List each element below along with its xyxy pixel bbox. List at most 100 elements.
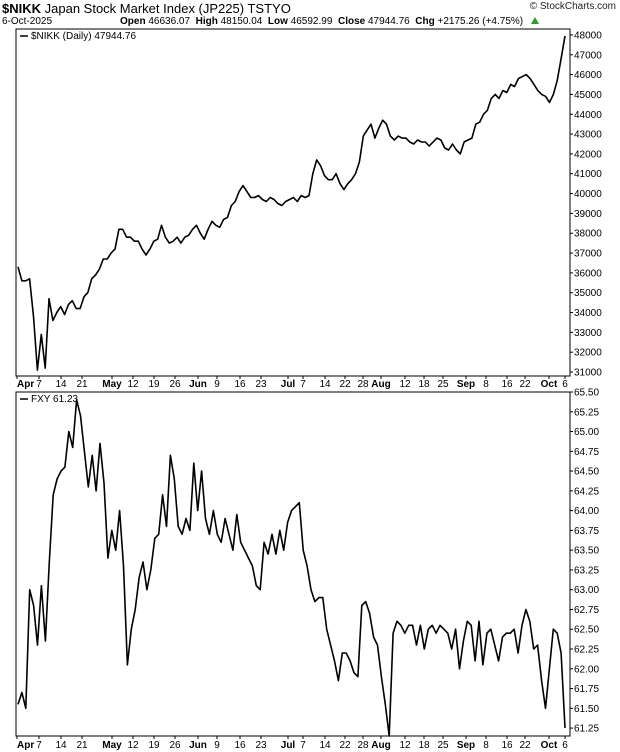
x-tick-label: 21	[76, 379, 88, 390]
chart-panel-1: 31000 32000 33000 34000 35000 36000 37000 38000…	[15, 28, 602, 390]
x-tick-label: 7	[300, 379, 306, 390]
y-tick-label: 37000	[574, 249, 602, 260]
x-tick-label: Sep	[457, 740, 475, 751]
x-tick-label: 6	[562, 740, 568, 751]
y-tick-label: 35000	[574, 288, 602, 299]
y-tick-label: 64.00	[574, 506, 599, 517]
close-label: Close	[337, 16, 366, 27]
x-tick-label: 7	[36, 740, 42, 751]
legend-label: $NIKK (Daily) 47944.76	[31, 31, 136, 42]
x-tick-label: Oct	[541, 379, 558, 390]
x-tick-label: 22	[519, 740, 531, 751]
close-value: 47944.76	[367, 16, 410, 27]
high-value: 48150.04	[220, 16, 263, 27]
y-tick-label: 64.25	[574, 486, 599, 497]
y-tick-label: 65.50	[574, 388, 599, 399]
chart-date: 6-Oct-2025	[2, 16, 53, 27]
y-tick-label: 34000	[574, 308, 602, 319]
x-tick-label: 6	[562, 379, 568, 390]
x-tick-label: Apr	[17, 379, 34, 390]
x-tick-label: 25	[437, 740, 449, 751]
legend-label: FXY 61.23	[31, 394, 79, 405]
x-tick-label: 22	[339, 379, 351, 390]
plot-frame	[15, 28, 571, 377]
y-tick-label: 61.75	[574, 684, 599, 695]
up-triangle-icon	[530, 17, 539, 24]
x-tick-label: 8	[483, 740, 489, 751]
x-tick-label: 18	[418, 740, 430, 751]
x-tick-label: Aug	[371, 740, 390, 751]
watermark: © StockCharts.com	[529, 1, 616, 12]
x-tick-label: 7	[36, 379, 42, 390]
high-label: High	[195, 16, 218, 27]
exchange: TSTYO	[247, 1, 291, 16]
x-tick-label: Jun	[189, 379, 207, 390]
x-tick-label: 9	[214, 379, 220, 390]
y-tick-label: 62.75	[574, 605, 599, 616]
ohlc-readout: Open 46636.07 High 48150.04 Low 46592.99…	[120, 16, 539, 27]
y-tick-label: 62.25	[574, 645, 599, 656]
x-tick-label: 26	[169, 740, 181, 751]
series-line	[17, 399, 566, 737]
x-tick-label: 16	[234, 379, 246, 390]
low-value: 46592.99	[290, 16, 333, 27]
x-tick-label: 26	[169, 379, 181, 390]
y-tick-label: 46000	[574, 70, 602, 81]
x-tick-label: May	[102, 379, 122, 390]
x-tick-label: 7	[300, 740, 306, 751]
y-tick-label: 38000	[574, 229, 602, 240]
x-tick-label: 21	[76, 740, 88, 751]
x-tick-label: May	[102, 740, 122, 751]
x-tick-label: 18	[418, 379, 430, 390]
x-tick-label: 16	[501, 379, 513, 390]
x-tick-label: 12	[399, 379, 411, 390]
x-tick-label: 19	[148, 379, 160, 390]
y-tick-label: 61.25	[574, 724, 599, 735]
y-tick-label: 39000	[574, 209, 602, 220]
x-tick-label: 22	[339, 740, 351, 751]
x-tick-label: Jul	[281, 740, 296, 751]
x-tick-label: 22	[519, 379, 531, 390]
x-tick-label: 12	[399, 740, 411, 751]
x-tick-label: 23	[255, 740, 267, 751]
x-tick-label: 16	[501, 740, 513, 751]
chart-header: $NIKK Japan Stock Market Index (JP225) T…	[0, 0, 620, 28]
y-tick-label: 64.50	[574, 467, 599, 478]
y-tick-label: 63.50	[574, 546, 599, 557]
y-tick-label: 48000	[574, 30, 602, 41]
chart-panel-2: 61.25 61.50 61.75 62.00 62.25 62.50 62.75 63.00…	[15, 388, 599, 751]
y-tick-label: 36000	[574, 268, 602, 279]
low-label: Low	[267, 16, 288, 27]
y-tick-label: 31000	[574, 368, 602, 379]
x-tick-label: Sep	[457, 379, 475, 390]
symbol: $NIKK	[2, 1, 42, 16]
x-tick-label: 23	[255, 379, 267, 390]
x-tick-label: 14	[319, 740, 331, 751]
x-tick-label: Aug	[371, 379, 390, 390]
y-tick-label: 33000	[574, 328, 602, 339]
series-line	[17, 35, 566, 371]
y-tick-label: 61.50	[574, 704, 599, 715]
y-tick-label: 63.25	[574, 565, 599, 576]
y-tick-label: 63.75	[574, 526, 599, 537]
y-tick-label: 32000	[574, 348, 602, 359]
y-tick-label: 45000	[574, 90, 602, 101]
index-name: Japan Stock Market Index (JP225)	[44, 1, 245, 16]
y-tick-label: 40000	[574, 189, 602, 200]
y-tick-label: 64.75	[574, 447, 599, 458]
y-tick-label: 41000	[574, 169, 602, 180]
y-tick-label: 62.00	[574, 664, 599, 675]
y-tick-label: 43000	[574, 130, 602, 141]
y-tick-label: 65.00	[574, 427, 599, 438]
x-tick-label: 25	[437, 379, 449, 390]
x-tick-label: 14	[319, 379, 331, 390]
y-tick-label: 47000	[574, 50, 602, 61]
x-tick-label: 12	[127, 379, 139, 390]
x-tick-label: 14	[55, 740, 67, 751]
x-tick-label: Jul	[281, 379, 296, 390]
y-tick-label: 62.50	[574, 625, 599, 636]
x-tick-label: Jun	[189, 740, 207, 751]
y-tick-label: 44000	[574, 110, 602, 121]
x-tick-label: 12	[127, 740, 139, 751]
